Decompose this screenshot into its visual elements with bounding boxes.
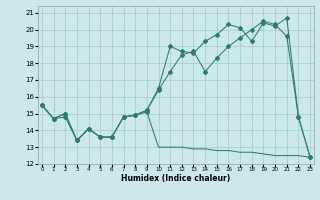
X-axis label: Humidex (Indice chaleur): Humidex (Indice chaleur) bbox=[121, 174, 231, 183]
